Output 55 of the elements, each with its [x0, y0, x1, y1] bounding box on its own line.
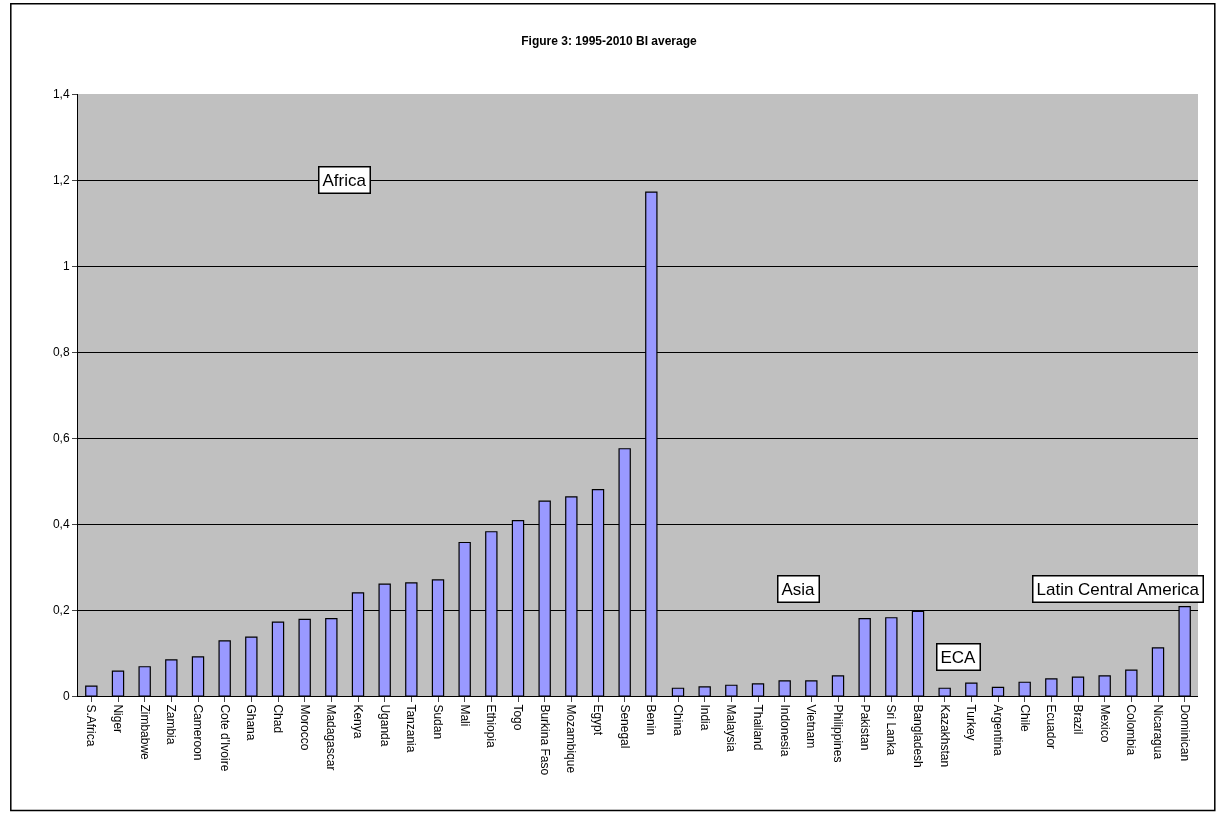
- x-tick-label: Zimbabwe: [137, 704, 152, 761]
- x-tick-label: Colombia: [1124, 704, 1139, 756]
- annotation: Africa: [322, 170, 367, 190]
- x-tick-label: Burkina Faso: [537, 704, 552, 776]
- x-tick-label: Chad: [271, 704, 286, 734]
- x-tick-label: Philippines: [831, 704, 846, 763]
- y-tick-label: 0: [62, 689, 70, 704]
- x-tick-label: Chile: [1017, 704, 1032, 733]
- x-tick-label: China: [671, 704, 686, 737]
- x-tick-label: Turkey: [964, 704, 979, 741]
- annotation: Latin Central America: [1036, 579, 1200, 599]
- x-tick-label: Egypt: [591, 704, 606, 736]
- x-tick-label: Indonesia: [777, 704, 792, 757]
- y-tick-label: 1,4: [52, 87, 70, 102]
- x-tick-label: Dominican: [1177, 704, 1192, 762]
- annotation: ECA: [940, 647, 977, 667]
- x-tick-label: Bangladesh: [911, 704, 926, 768]
- x-tick-label: Mexico: [1097, 704, 1112, 743]
- y-tick-label: 0,8: [52, 345, 70, 360]
- x-tick-label: Argentina: [991, 704, 1006, 757]
- x-tick-label: Thailand: [751, 704, 766, 751]
- x-tick-label: Kazakhstan: [937, 704, 952, 768]
- x-tick-label: S.Africa: [84, 704, 99, 747]
- x-tick-label: Nicaragua: [1151, 704, 1166, 760]
- x-tick-label: Brazil: [1071, 704, 1086, 735]
- x-tick-label: Kenya: [351, 704, 366, 739]
- x-tick-label: Malaysia: [724, 704, 739, 753]
- x-tick-label: Vietnam: [804, 704, 819, 749]
- y-tick-label: 0,2: [52, 603, 70, 618]
- x-tick-label: Zambia: [164, 704, 179, 745]
- x-tick-label: Cote d'Ivoire: [217, 704, 232, 772]
- x-tick-label: Niger: [111, 704, 126, 734]
- x-tick-label: Mozambique: [564, 704, 579, 774]
- x-tick-label: Ethiopia: [484, 704, 499, 749]
- y-tick-label: 0,6: [52, 431, 70, 446]
- y-tick-label: 1,2: [52, 173, 70, 188]
- x-tick-label: Cameroon: [191, 704, 206, 761]
- x-tick-label: Sri Lanka: [884, 704, 899, 756]
- y-tick-label: 1: [62, 259, 70, 274]
- x-tick-label: Benin: [644, 704, 659, 736]
- x-tick-label: India: [697, 704, 712, 731]
- x-tick-label: Morocco: [297, 704, 312, 751]
- x-tick-label: Pakistan: [857, 704, 872, 751]
- x-tick-label: Senegal: [617, 704, 632, 749]
- x-tick-label: Ecuador: [1044, 704, 1059, 750]
- chart-title: Figure 3: 1995-2010 BI average: [521, 34, 698, 49]
- y-tick-label: 0,4: [52, 517, 70, 532]
- x-tick-label: Uganda: [377, 704, 392, 747]
- x-tick-label: Ghana: [244, 704, 259, 741]
- x-tick-label: Sudan: [431, 704, 446, 740]
- x-tick-label: Tanzania: [404, 704, 419, 753]
- x-tick-label: Togo: [511, 704, 526, 731]
- x-tick-label: Madagascar: [324, 704, 339, 771]
- x-tick-label: Mali: [457, 704, 472, 727]
- annotation: Asia: [781, 579, 816, 599]
